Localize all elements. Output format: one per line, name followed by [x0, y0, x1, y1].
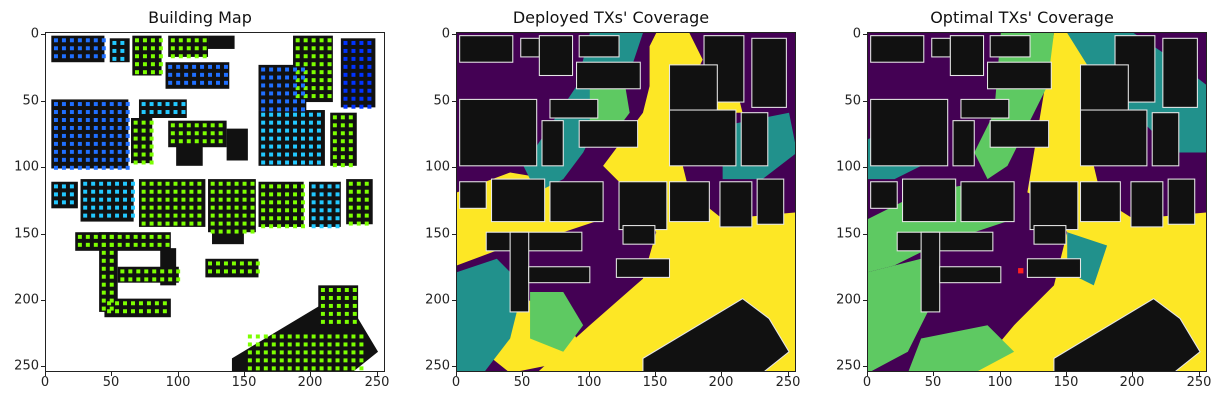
y-tick: 250: [14, 358, 39, 374]
x-tick: 150: [231, 375, 257, 390]
y-tick: 150: [425, 226, 450, 242]
deployed-coverage-panel: Deployed TXs' Coverage: [411, 0, 811, 407]
y-tick: 100: [14, 159, 39, 175]
x-tick: 250: [364, 375, 390, 390]
y-tick: 200: [14, 292, 39, 308]
y-tick: 150: [14, 226, 39, 242]
x-tick: 200: [297, 375, 323, 390]
optimal-coverage-image: [867, 32, 1207, 372]
x-tick: 50: [924, 375, 942, 390]
x-tick: 200: [1119, 375, 1145, 390]
y-tick: 250: [836, 358, 861, 374]
x-tick: 0: [40, 375, 50, 390]
optimal-coverage-panel: Optimal TXs' Coverage: [822, 0, 1222, 407]
y-tick: 0: [441, 26, 450, 42]
y-tick: 0: [852, 26, 861, 42]
panel-title: Deployed TXs' Coverage: [512, 8, 710, 27]
y-tick: 0: [30, 26, 39, 42]
x-tick: 250: [1186, 375, 1212, 390]
x-tick: 100: [576, 375, 602, 390]
x-tick: 0: [451, 375, 461, 390]
x-tick: 100: [987, 375, 1013, 390]
y-tick: 50: [22, 93, 39, 109]
y-tick: 50: [433, 93, 450, 109]
deployed-coverage-image: [456, 32, 796, 372]
building-map-image: [45, 32, 385, 372]
y-tick: 200: [425, 292, 450, 308]
x-tick: 50: [102, 375, 120, 390]
optimal-tx-marker: [1018, 268, 1024, 274]
panel-title: Optimal TXs' Coverage: [930, 8, 1114, 27]
y-tick: 200: [836, 292, 861, 308]
x-tick: 250: [775, 375, 801, 390]
y-tick: 250: [425, 358, 450, 374]
panel-title: Building Map: [148, 8, 252, 27]
x-tick: 50: [513, 375, 531, 390]
y-tick: 50: [844, 93, 861, 109]
x-tick: 200: [708, 375, 734, 390]
x-tick: 150: [1053, 375, 1079, 390]
y-tick: 100: [836, 159, 861, 175]
building-map-panel: Building Map: [0, 0, 400, 407]
y-tick: 100: [425, 159, 450, 175]
x-tick: 0: [862, 375, 872, 390]
x-tick: 100: [165, 375, 191, 390]
y-tick: 150: [836, 226, 861, 242]
x-tick: 150: [642, 375, 668, 390]
